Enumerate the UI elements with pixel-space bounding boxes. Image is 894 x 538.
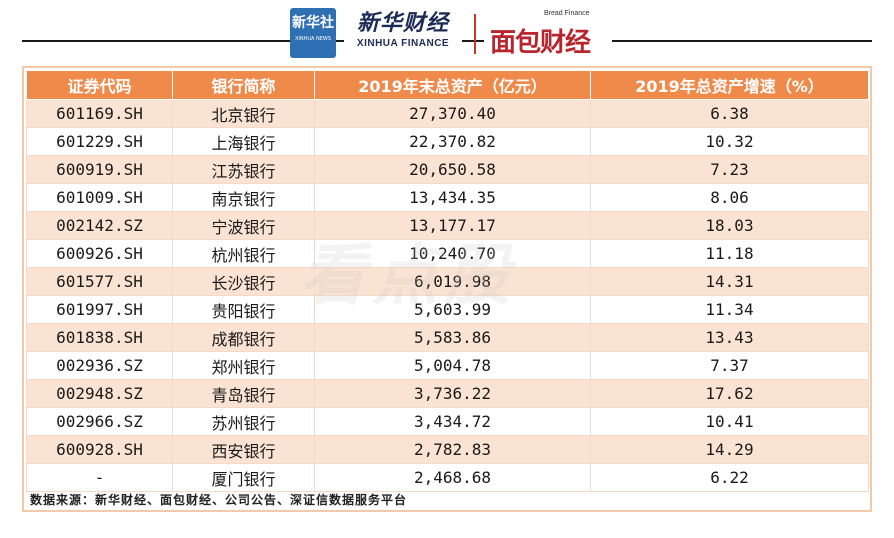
- cell-growth: 11.18: [590, 239, 869, 268]
- cell-bank: 北京银行: [172, 99, 315, 128]
- cell-growth: 11.34: [590, 295, 869, 324]
- cell-code: 600926.SH: [26, 239, 173, 268]
- cell-growth: 8.06: [590, 183, 869, 212]
- cell-growth: 10.41: [590, 407, 869, 436]
- table-header-row: 证券代码 银行简称 2019年末总资产（亿元） 2019年总资产增速（%）: [26, 70, 869, 100]
- table-row: 002142.SZ 宁波银行 13,177.17 18.03: [26, 211, 869, 240]
- cell-bank: 贵阳银行: [172, 295, 315, 324]
- cell-assets: 13,177.17: [314, 211, 591, 240]
- table-row: 600919.SH 江苏银行 20,650.58 7.23: [26, 155, 869, 184]
- cell-code: 601997.SH: [26, 295, 173, 324]
- cell-assets: 27,370.40: [314, 99, 591, 128]
- cell-bank: 青岛银行: [172, 379, 315, 408]
- cell-bank: 上海银行: [172, 127, 315, 156]
- header-growth: 2019年总资产增速（%）: [590, 70, 869, 100]
- cell-assets: 13,434.35: [314, 183, 591, 212]
- cell-growth: 14.31: [590, 267, 869, 296]
- cell-assets: 3,736.22: [314, 379, 591, 408]
- cell-assets: 2,782.83: [314, 435, 591, 464]
- cell-bank: 郑州银行: [172, 351, 315, 380]
- xinhua-news-logo-en: XINHUA NEWS: [294, 36, 332, 42]
- data-source-note: 数据来源：新华财经、面包财经、公司公告、深证信数据服务平台: [30, 493, 408, 507]
- bread-finance-logo-en: Bread Finance: [544, 10, 590, 17]
- cell-growth: 6.38: [590, 99, 869, 128]
- xinhua-news-logo-text: 新华社: [292, 15, 334, 31]
- table-row: 002948.SZ 青岛银行 3,736.22 17.62: [26, 379, 869, 408]
- cell-bank: 宁波银行: [172, 211, 315, 240]
- cell-code: 601229.SH: [26, 127, 173, 156]
- cell-bank: 南京银行: [172, 183, 315, 212]
- cell-code: 601838.SH: [26, 323, 173, 352]
- table-row: 601577.SH 长沙银行 6,019.98 14.31: [26, 267, 869, 296]
- table-row: - 厦门银行 2,468.68 6.22: [26, 463, 869, 492]
- cell-code: 002936.SZ: [26, 351, 173, 380]
- cell-assets: 6,019.98: [314, 267, 591, 296]
- cell-growth: 17.62: [590, 379, 869, 408]
- cell-assets: 22,370.82: [314, 127, 591, 156]
- cell-assets: 5,603.99: [314, 295, 591, 324]
- table-body: 601169.SH 北京银行 27,370.40 6.38 601229.SH 上海银行 2…: [26, 99, 869, 492]
- header-code: 证券代码: [26, 70, 173, 100]
- cell-growth: 7.37: [590, 351, 869, 380]
- cell-assets: 5,004.78: [314, 351, 591, 380]
- cell-code: 600928.SH: [26, 435, 173, 464]
- logo-divider: [474, 14, 476, 54]
- xinhua-news-logo: 新华社 XINHUA NEWS: [290, 8, 336, 58]
- table-row: 601229.SH 上海银行 22,370.82 10.32: [26, 127, 869, 156]
- cell-bank: 长沙银行: [172, 267, 315, 296]
- xinhua-finance-logo-en: XINHUA FINANCE: [356, 38, 450, 49]
- cell-bank: 苏州银行: [172, 407, 315, 436]
- cell-growth: 7.23: [590, 155, 869, 184]
- cell-code: 601169.SH: [26, 99, 173, 128]
- bank-assets-table: 证券代码 银行简称 2019年末总资产（亿元） 2019年总资产增速（%） 60…: [26, 70, 869, 492]
- table-row: 600926.SH 杭州银行 10,240.70 11.18: [26, 239, 869, 268]
- header-bank: 银行简称: [172, 70, 315, 100]
- cell-assets: 10,240.70: [314, 239, 591, 268]
- table-row: 002966.SZ 苏州银行 3,434.72 10.41: [26, 407, 869, 436]
- cell-bank: 成都银行: [172, 323, 315, 352]
- cell-bank: 江苏银行: [172, 155, 315, 184]
- cell-bank: 西安银行: [172, 435, 315, 464]
- cell-code: 601577.SH: [26, 267, 173, 296]
- header-assets: 2019年末总资产（亿元）: [314, 70, 591, 100]
- xinhua-finance-logo-text: 新华财经: [356, 10, 449, 36]
- cell-code: 002966.SZ: [26, 407, 173, 436]
- cell-assets: 5,583.86: [314, 323, 591, 352]
- cell-growth: 13.43: [590, 323, 869, 352]
- cell-assets: 20,650.58: [314, 155, 591, 184]
- header: 新华社 XINHUA NEWS 新华财经 XINHUA FINANCE Brea…: [0, 0, 894, 68]
- cell-code: 002142.SZ: [26, 211, 173, 240]
- cell-code: -: [26, 463, 173, 492]
- table-row: 002936.SZ 郑州银行 5,004.78 7.37: [26, 351, 869, 380]
- cell-bank: 厦门银行: [172, 463, 315, 492]
- table-row: 601997.SH 贵阳银行 5,603.99 11.34: [26, 295, 869, 324]
- cell-growth: 10.32: [590, 127, 869, 156]
- table-row: 601838.SH 成都银行 5,583.86 13.43: [26, 323, 869, 352]
- xinhua-finance-logo: 新华财经 XINHUA FINANCE: [344, 8, 462, 60]
- cell-assets: 3,434.72: [314, 407, 591, 436]
- table-row: 601169.SH 北京银行 27,370.40 6.38: [26, 99, 869, 128]
- cell-bank: 杭州银行: [172, 239, 315, 268]
- cell-growth: 6.22: [590, 463, 869, 492]
- table-row: 601009.SH 南京银行 13,434.35 8.06: [26, 183, 869, 212]
- cell-code: 601009.SH: [26, 183, 173, 212]
- bread-finance-logo-text: 面包财经: [490, 28, 591, 58]
- cell-code: 600919.SH: [26, 155, 173, 184]
- cell-code: 002948.SZ: [26, 379, 173, 408]
- bread-finance-logo: Bread Finance 面包财经: [484, 10, 612, 58]
- table-row: 600928.SH 西安银行 2,782.83 14.29: [26, 435, 869, 464]
- cell-assets: 2,468.68: [314, 463, 591, 492]
- cell-growth: 18.03: [590, 211, 869, 240]
- cell-growth: 14.29: [590, 435, 869, 464]
